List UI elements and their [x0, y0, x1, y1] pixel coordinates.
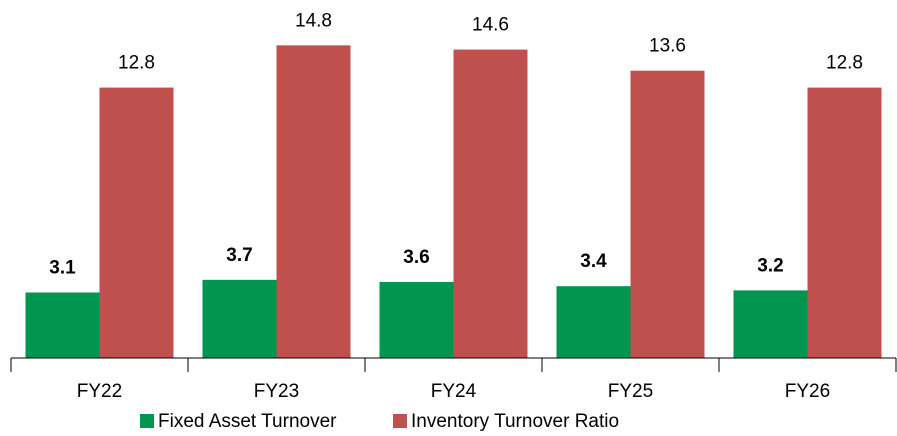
- value-label: 12.8: [118, 53, 155, 74]
- x-tick-label: FY26: [785, 381, 830, 402]
- x-tick-label: FY24: [431, 381, 477, 402]
- value-label: 3.1: [49, 258, 76, 279]
- value-label: 3.6: [403, 247, 429, 268]
- bar: [99, 87, 174, 358]
- legend-label: Fixed Asset Turnover: [158, 411, 337, 432]
- legend-swatch: [140, 414, 154, 428]
- bar: [556, 286, 631, 358]
- value-label: 3.4: [580, 251, 607, 272]
- value-label: 3.2: [757, 255, 783, 276]
- bar: [733, 290, 808, 358]
- value-label: 14.8: [295, 10, 332, 31]
- bar: [202, 279, 277, 358]
- x-tick-label: FY25: [608, 381, 653, 402]
- bar: [630, 70, 705, 358]
- bar: [453, 49, 528, 358]
- bar: [276, 45, 351, 358]
- value-label: 14.6: [472, 15, 509, 36]
- bar: [807, 87, 882, 358]
- x-tick-label: FY22: [77, 381, 122, 402]
- value-label: 3.7: [226, 245, 252, 266]
- legend-label: Inventory Turnover Ratio: [411, 411, 619, 432]
- value-label: 12.8: [826, 53, 863, 74]
- bar: [25, 292, 100, 358]
- x-tick-label: FY23: [254, 381, 299, 402]
- legend-swatch: [393, 414, 407, 428]
- value-label: 13.6: [649, 36, 686, 57]
- bar: [379, 281, 454, 358]
